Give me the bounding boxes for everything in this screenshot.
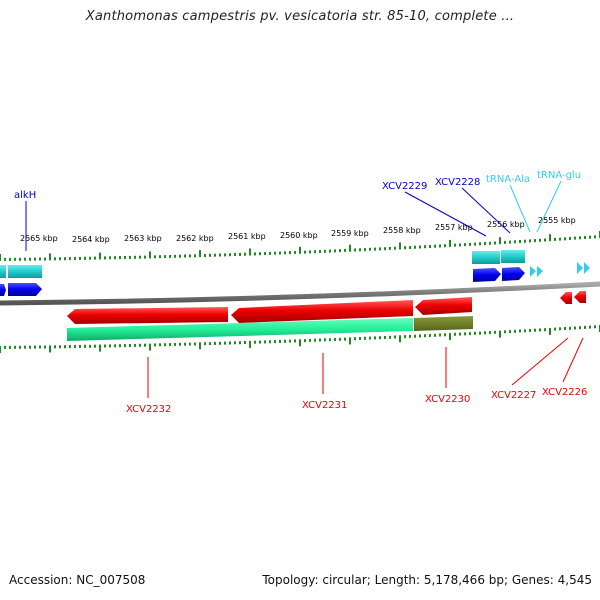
gene-label-xcv2230[interactable]: XCV2230 xyxy=(425,394,470,405)
xcv2228-cds-arrow[interactable] xyxy=(502,267,525,281)
trna-arrow[interactable] xyxy=(577,262,583,274)
xcv2228-leader xyxy=(461,187,511,234)
accession-text: Accession: NC_007508 xyxy=(9,573,146,587)
reverse-leader-lines xyxy=(147,337,584,398)
forward-gene-bars xyxy=(0,250,525,278)
gene-label-trna-glu[interactable]: tRNA-glu xyxy=(537,170,581,181)
xcv2226-leader xyxy=(562,337,584,383)
trna-glu-leader xyxy=(536,180,562,233)
scale-label: 2561 kbp xyxy=(228,232,266,241)
alkH-cds-arrow[interactable] xyxy=(0,284,6,296)
scale-label: 2557 kbp xyxy=(435,223,473,232)
xcv2230-cds-arrow[interactable] xyxy=(415,297,472,315)
scale-label: 2564 kbp xyxy=(72,235,110,244)
scale-labels: 2565 kbp 2564 kbp 2563 kbp 2562 kbp 2561… xyxy=(20,216,576,244)
cds-arrow[interactable] xyxy=(8,283,42,296)
gene-label-xcv2229[interactable]: XCV2229 xyxy=(382,181,427,192)
gene-label-alkH[interactable]: alkH xyxy=(14,190,36,201)
gene-label-xcv2226[interactable]: XCV2226 xyxy=(542,387,587,398)
gene-label-xcv2228[interactable]: XCV2228 xyxy=(435,177,480,188)
map-title: Xanthomonas campestris pv. vesicatoria s… xyxy=(85,9,515,24)
forward-gene-labels: alkH XCV2229 XCV2228 tRNA-Ala tRNA-glu xyxy=(14,170,581,201)
reverse-cds-arrows xyxy=(67,291,586,324)
scale-label: 2558 kbp xyxy=(383,226,421,235)
gene-bar[interactable] xyxy=(8,265,42,278)
gene-bar[interactable] xyxy=(501,250,525,263)
trna-glu-arrow[interactable] xyxy=(537,266,543,277)
gene-label-xcv2231[interactable]: XCV2231 xyxy=(302,400,347,411)
xcv2227-cds-arrow[interactable] xyxy=(560,292,572,304)
trna-arrows xyxy=(530,262,590,277)
xcv2231-cds-arrow[interactable] xyxy=(231,300,413,323)
reverse-gene-bars xyxy=(67,316,473,341)
gene-bar[interactable] xyxy=(67,318,413,341)
gene-bar[interactable] xyxy=(472,251,500,264)
scale-label: 2560 kbp xyxy=(280,231,318,240)
xcv2227-leader xyxy=(511,337,569,386)
gene-label-xcv2227[interactable]: XCV2227 xyxy=(491,390,536,401)
reverse-gene-labels: XCV2232 XCV2231 XCV2230 XCV2227 XCV2226 xyxy=(126,387,587,415)
scale-label: 2563 kbp xyxy=(124,234,162,243)
trna-arrow[interactable] xyxy=(584,262,590,274)
scale-label: 2555 kbp xyxy=(538,216,576,225)
trna-ala-leader xyxy=(509,184,531,233)
trna-ala-arrow[interactable] xyxy=(530,266,536,277)
reverse-scale-ticks xyxy=(0,325,600,353)
gene-bar[interactable] xyxy=(0,265,6,278)
gene-label-xcv2232[interactable]: XCV2232 xyxy=(126,404,171,415)
xcv2229-leader xyxy=(404,191,487,237)
scale-label: 2556 kbp xyxy=(487,220,525,229)
gene-bar[interactable] xyxy=(414,316,473,331)
xcv2226-cds-arrow[interactable] xyxy=(574,291,586,303)
genome-backbone xyxy=(0,281,600,306)
xcv2232-cds-arrow[interactable] xyxy=(67,307,228,324)
forward-cds-arrows xyxy=(0,267,525,296)
topology-text: Topology: circular; Length: 5,178,466 bp… xyxy=(262,573,592,587)
scale-label: 2565 kbp xyxy=(20,234,58,243)
gene-label-trna-ala[interactable]: tRNA-Ala xyxy=(486,174,530,185)
scale-label: 2562 kbp xyxy=(176,234,214,243)
forward-leader-lines xyxy=(25,180,562,251)
forward-scale-ticks xyxy=(0,231,600,261)
scale-label: 2559 kbp xyxy=(331,229,369,238)
xcv2229-cds-arrow[interactable] xyxy=(473,268,501,282)
